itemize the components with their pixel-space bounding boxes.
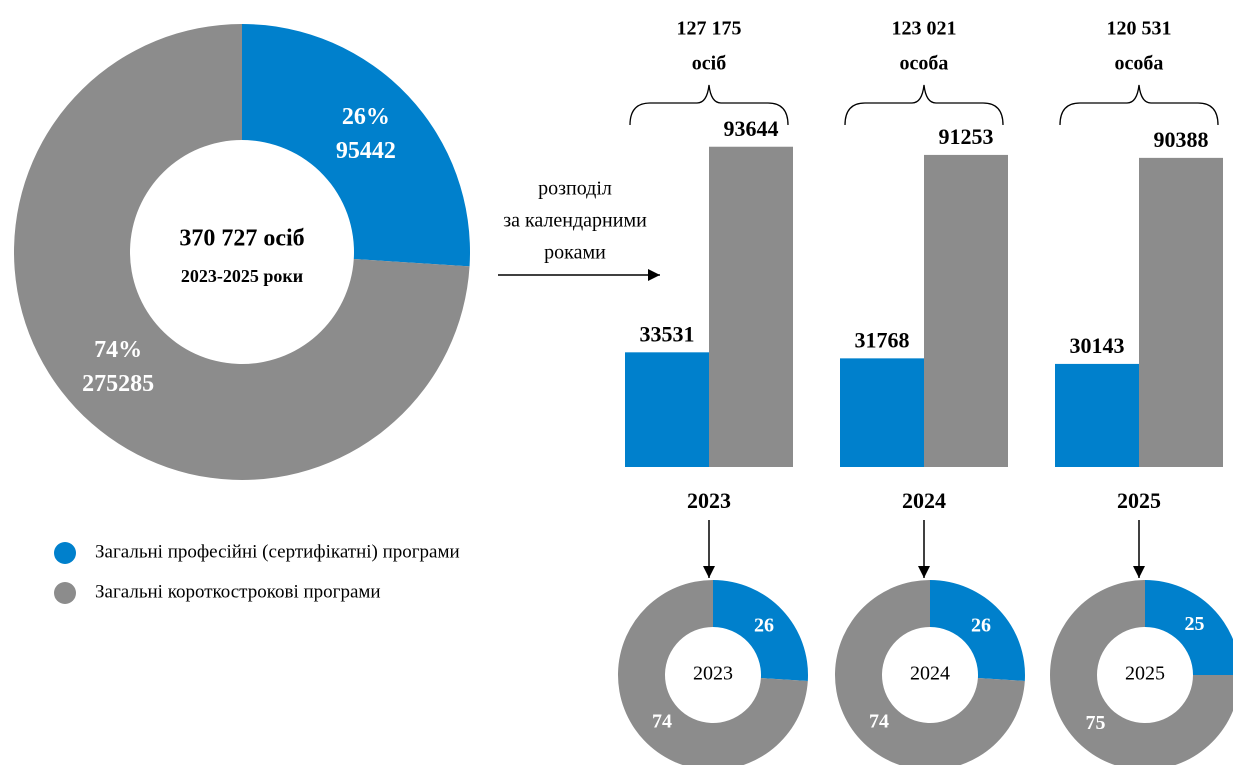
year-label: 2024 (902, 488, 946, 513)
bar-value-label: 91253 (939, 124, 994, 149)
total-label: 120 531 (1107, 18, 1172, 40)
donut-slice (1145, 580, 1233, 675)
bar-value-label: 90388 (1154, 127, 1209, 152)
total-label: 123 021 (892, 18, 957, 40)
center-label: 2023-2025 роки (181, 266, 303, 286)
donut-slice (618, 580, 808, 765)
annotation: роками (544, 242, 606, 264)
total-brace (1059, 84, 1219, 126)
slice-label: 74 (652, 711, 672, 733)
bar (625, 352, 709, 467)
donut-slice (13, 24, 470, 480)
legend-label: Загальні короткострокові програми (95, 581, 381, 602)
total-brace (844, 84, 1004, 126)
annotation: розподіл (538, 178, 612, 200)
year-label: 2025 (1117, 488, 1161, 513)
slice-label: 26 (971, 615, 991, 637)
slice-label: 26 (754, 615, 774, 637)
donut-slice (930, 580, 1025, 681)
bar-value-label: 33531 (640, 321, 695, 346)
bar (1139, 157, 1223, 467)
total-unit: осіб (692, 53, 726, 75)
total-unit: особа (1115, 53, 1164, 75)
bar-value-label: 31768 (855, 327, 910, 352)
bar (709, 146, 793, 467)
donut-slice (242, 24, 470, 267)
slice-label: 26% (342, 104, 390, 130)
slice-label: 74 (869, 711, 889, 733)
annotation: за календарними (503, 210, 647, 232)
slice-label: 75 (1086, 712, 1106, 734)
bar (840, 358, 924, 467)
center-label: 2023 (693, 663, 733, 685)
bar-value-label: 30143 (1070, 333, 1125, 358)
bar-value-label: 93644 (724, 116, 779, 141)
slice-label: 74% (94, 337, 142, 363)
donut-slice (713, 580, 808, 681)
year-label: 2023 (687, 488, 731, 513)
donut-slice (835, 580, 1025, 765)
slice-label: 25 (1184, 613, 1204, 635)
legend-marker (54, 582, 76, 604)
legend-label: Загальні професійні (сертифікатні) прогр… (95, 541, 460, 562)
total-label: 127 175 (677, 18, 742, 40)
center-label: 2024 (910, 663, 950, 685)
legend-marker (54, 542, 76, 564)
bar (1055, 363, 1139, 467)
total-unit: особа (900, 53, 949, 75)
total-brace (629, 84, 789, 126)
center-label: 2025 (1125, 663, 1165, 685)
bar (924, 154, 1008, 467)
center-label: 370 727 осіб (179, 226, 304, 252)
slice-label: 275285 (82, 371, 154, 397)
donut-slice (1050, 580, 1233, 765)
slice-label: 95442 (336, 138, 396, 164)
